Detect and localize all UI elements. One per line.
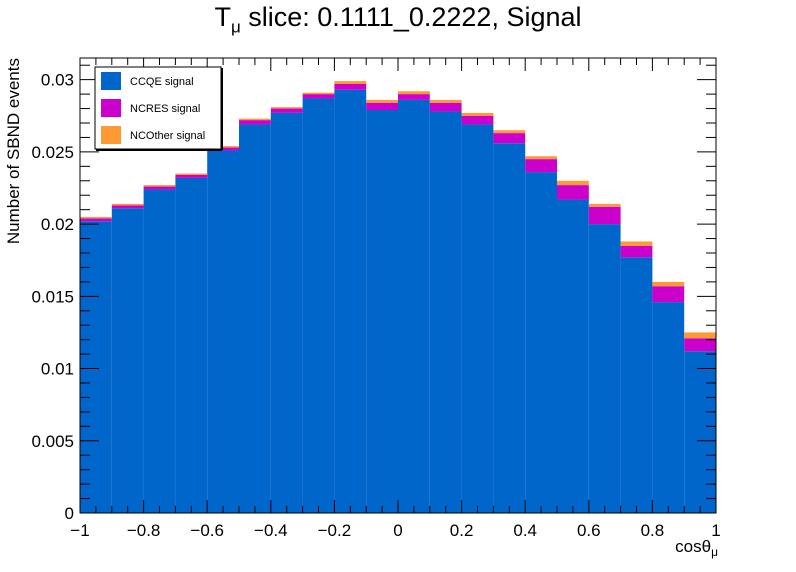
y-axis-ticks: 0 0.005 0.01 0.015 0.02 0.025 0.03 — [31, 64, 716, 523]
x-tick-label: 0.6 — [577, 521, 601, 540]
x-axis-label-main: cosθ — [675, 537, 711, 556]
bar-ncother-signal-4 — [207, 146, 239, 148]
bar-ccqe-signal-6 — [270, 112, 303, 513]
bar-ncres-signal-12 — [461, 115, 494, 125]
bar-ncres-signal-14 — [525, 159, 557, 173]
y-tick-label: 0.015 — [31, 287, 74, 306]
bar-ncother-signal-9 — [366, 99, 398, 103]
bar-ccqe-signal-14 — [525, 172, 557, 513]
x-tick-label: 0.2 — [450, 521, 474, 540]
bars-layer — [80, 81, 716, 514]
bar-ccqe-signal-4 — [207, 150, 239, 513]
bar-ncres-signal-16 — [588, 206, 621, 225]
x-tick-label: −1 — [70, 521, 89, 540]
bar-ncres-signal-13 — [493, 133, 526, 144]
bar-ncother-signal-1 — [111, 203, 144, 206]
bar-ncres-signal-8 — [334, 84, 367, 90]
x-tick-label: −0.4 — [254, 521, 288, 540]
x-tick-label: 0 — [393, 521, 402, 540]
legend-swatch — [101, 126, 121, 144]
bar-ccqe-signal-5 — [239, 124, 271, 513]
y-axis-label: Number of SBND events — [4, 58, 23, 244]
bar-ncother-signal-7 — [302, 92, 335, 95]
bar-ccqe-signal-15 — [557, 199, 589, 514]
bar-ncres-signal-15 — [557, 185, 589, 200]
x-tick-label: 0.8 — [641, 521, 665, 540]
legend-label: NCOther signal — [130, 130, 205, 142]
bar-ncother-signal-13 — [493, 130, 526, 134]
bar-ncother-signal-11 — [429, 99, 462, 103]
bar-ncother-signal-3 — [175, 173, 208, 175]
bar-ccqe-signal-12 — [461, 124, 494, 513]
bar-ncres-signal-1 — [111, 205, 144, 209]
x-axis-label: cosθμ — [675, 537, 718, 559]
bar-ncother-signal-17 — [620, 241, 653, 246]
bar-ncother-signal-2 — [143, 185, 176, 187]
bar-ncres-signal-4 — [207, 147, 239, 151]
bar-ccqe-signal-11 — [429, 111, 462, 513]
bar-ncres-signal-7 — [302, 94, 335, 99]
x-axis-label-sub: μ — [711, 545, 718, 559]
bar-ncother-signal-0 — [80, 216, 112, 219]
bar-ccqe-signal-2 — [143, 189, 176, 513]
title-rest: slice: 0.1111_0.2222, Signal — [240, 2, 582, 32]
bar-ncother-signal-8 — [334, 81, 367, 84]
x-tick-label: −0.2 — [318, 521, 352, 540]
bar-ncres-signal-17 — [620, 245, 653, 258]
bar-ncres-signal-2 — [143, 186, 176, 190]
bar-ncres-signal-10 — [398, 94, 430, 100]
legend-label: NCRES signal — [130, 103, 200, 115]
y-tick-label: 0.03 — [41, 71, 74, 90]
y-tick-label: 0.01 — [41, 360, 74, 379]
x-tick-label: −0.8 — [127, 521, 161, 540]
bar-ncother-signal-16 — [588, 203, 621, 207]
bar-ncother-signal-5 — [239, 118, 271, 121]
bar-ncres-signal-9 — [366, 102, 398, 110]
y-tick-label: 0.005 — [31, 432, 74, 451]
bar-ncres-signal-6 — [270, 108, 303, 113]
x-axis-ticks: −1 −0.8 −0.6 −0.4 −0.2 0 0.2 0.4 0.6 0.8 1 — [70, 58, 721, 540]
bar-ccqe-signal-9 — [366, 110, 398, 513]
bar-ncother-signal-14 — [525, 156, 557, 160]
title-sub: μ — [230, 17, 241, 37]
bar-ccqe-signal-18 — [652, 302, 685, 513]
legend-label: CCQE signal — [130, 76, 194, 88]
bar-ccqe-signal-8 — [334, 89, 367, 514]
x-tick-label: 1 — [711, 521, 720, 540]
bar-ccqe-signal-16 — [588, 224, 621, 513]
bar-ccqe-signal-19 — [684, 351, 716, 513]
bar-ncres-signal-3 — [175, 175, 208, 178]
bar-ccqe-signal-17 — [620, 257, 653, 513]
bar-ncres-signal-5 — [239, 120, 271, 125]
bar-ccqe-signal-10 — [398, 99, 430, 513]
y-tick-label: 0 — [65, 504, 74, 523]
bar-ncother-signal-19 — [684, 332, 716, 339]
chart-title: Tμ slice: 0.1111_0.2222, Signal — [0, 2, 796, 37]
bar-ccqe-signal-13 — [493, 143, 526, 513]
y-tick-label: 0.02 — [41, 215, 74, 234]
bar-ncres-signal-11 — [429, 102, 462, 112]
bar-ncother-signal-10 — [398, 91, 430, 95]
title-main: T — [214, 2, 231, 32]
bar-ncres-signal-0 — [80, 218, 112, 222]
legend-swatch — [101, 72, 121, 90]
legend-swatch — [101, 99, 121, 117]
bar-ncother-signal-6 — [270, 107, 303, 109]
x-tick-label: 0.4 — [513, 521, 537, 540]
x-tick-label: −0.6 — [190, 521, 224, 540]
bar-ccqe-signal-7 — [302, 98, 335, 513]
bar-ccqe-signal-0 — [80, 221, 112, 513]
bar-ncres-signal-18 — [652, 286, 685, 303]
bar-ncother-signal-18 — [652, 281, 685, 287]
bar-ccqe-signal-1 — [111, 208, 144, 513]
bar-ncother-signal-15 — [557, 180, 589, 186]
y-tick-label: 0.025 — [31, 143, 74, 162]
bar-ncres-signal-19 — [684, 338, 716, 352]
bar-ncother-signal-12 — [461, 112, 494, 116]
legend: CCQE signal NCRES signal NCOther signal — [94, 66, 223, 151]
bar-ccqe-signal-3 — [175, 177, 208, 513]
